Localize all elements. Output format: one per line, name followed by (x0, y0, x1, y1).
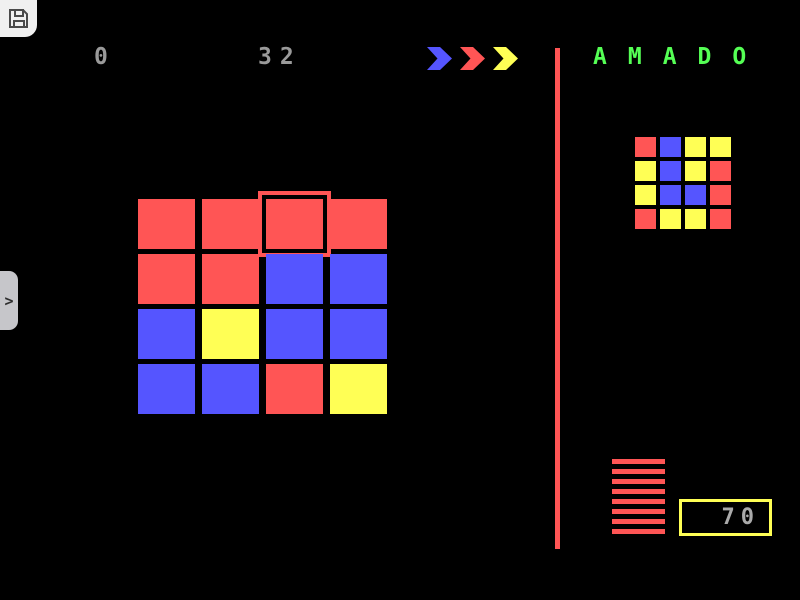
page-title: AMADO (593, 44, 768, 70)
stripe (612, 469, 665, 474)
board-cell[interactable] (202, 254, 259, 304)
counter-left: 0 (94, 44, 116, 70)
arrow-icon-yellow (493, 47, 518, 70)
target-cell (685, 161, 706, 181)
target-pattern-grid (635, 137, 731, 229)
arrow-icon-red (460, 47, 485, 70)
board-cell[interactable] (330, 199, 387, 249)
stripe (612, 479, 665, 484)
stripe (612, 489, 665, 494)
target-cell (710, 209, 731, 229)
target-cell (660, 185, 681, 205)
board-cell[interactable] (202, 364, 259, 414)
board-cell[interactable] (266, 309, 323, 359)
target-cell (660, 137, 681, 157)
board-cell[interactable] (266, 364, 323, 414)
board-cell[interactable] (138, 309, 195, 359)
save-button[interactable] (0, 0, 37, 37)
target-cell (635, 161, 656, 181)
stripe (612, 519, 665, 524)
target-cell (710, 185, 731, 205)
board-cell[interactable] (330, 254, 387, 304)
target-cell (710, 161, 731, 181)
target-cell (660, 161, 681, 181)
counter-right: 32 (258, 44, 302, 70)
arrow-indicators (427, 47, 518, 70)
board-cell[interactable] (138, 199, 195, 249)
floppy-disk-icon (7, 7, 30, 30)
board-cell[interactable] (138, 364, 195, 414)
divider (555, 48, 560, 549)
drawer-toggle-button[interactable]: > (0, 271, 18, 330)
board-cell[interactable] (330, 364, 387, 414)
board-cell[interactable] (138, 254, 195, 304)
board-cell[interactable] (266, 254, 323, 304)
target-cell (710, 137, 731, 157)
board-cell[interactable] (202, 309, 259, 359)
stripe (612, 499, 665, 504)
target-cell (685, 209, 706, 229)
progress-stripe-stack (612, 459, 665, 539)
stripe (612, 459, 665, 464)
target-cell (635, 137, 656, 157)
game-board (138, 191, 387, 414)
target-cell (635, 185, 656, 205)
score-value: 70 (721, 505, 760, 530)
score-box: 70 (679, 499, 772, 536)
target-cell (685, 137, 706, 157)
board-cell-cursor[interactable] (258, 191, 331, 257)
stripe (612, 509, 665, 514)
stripe (612, 529, 665, 534)
arrow-icon-blue (427, 47, 452, 70)
board-cell[interactable] (330, 309, 387, 359)
chevron-right-icon: > (4, 291, 14, 310)
board-cell[interactable] (202, 199, 259, 249)
target-cell (635, 209, 656, 229)
target-cell (685, 185, 706, 205)
target-cell (660, 209, 681, 229)
